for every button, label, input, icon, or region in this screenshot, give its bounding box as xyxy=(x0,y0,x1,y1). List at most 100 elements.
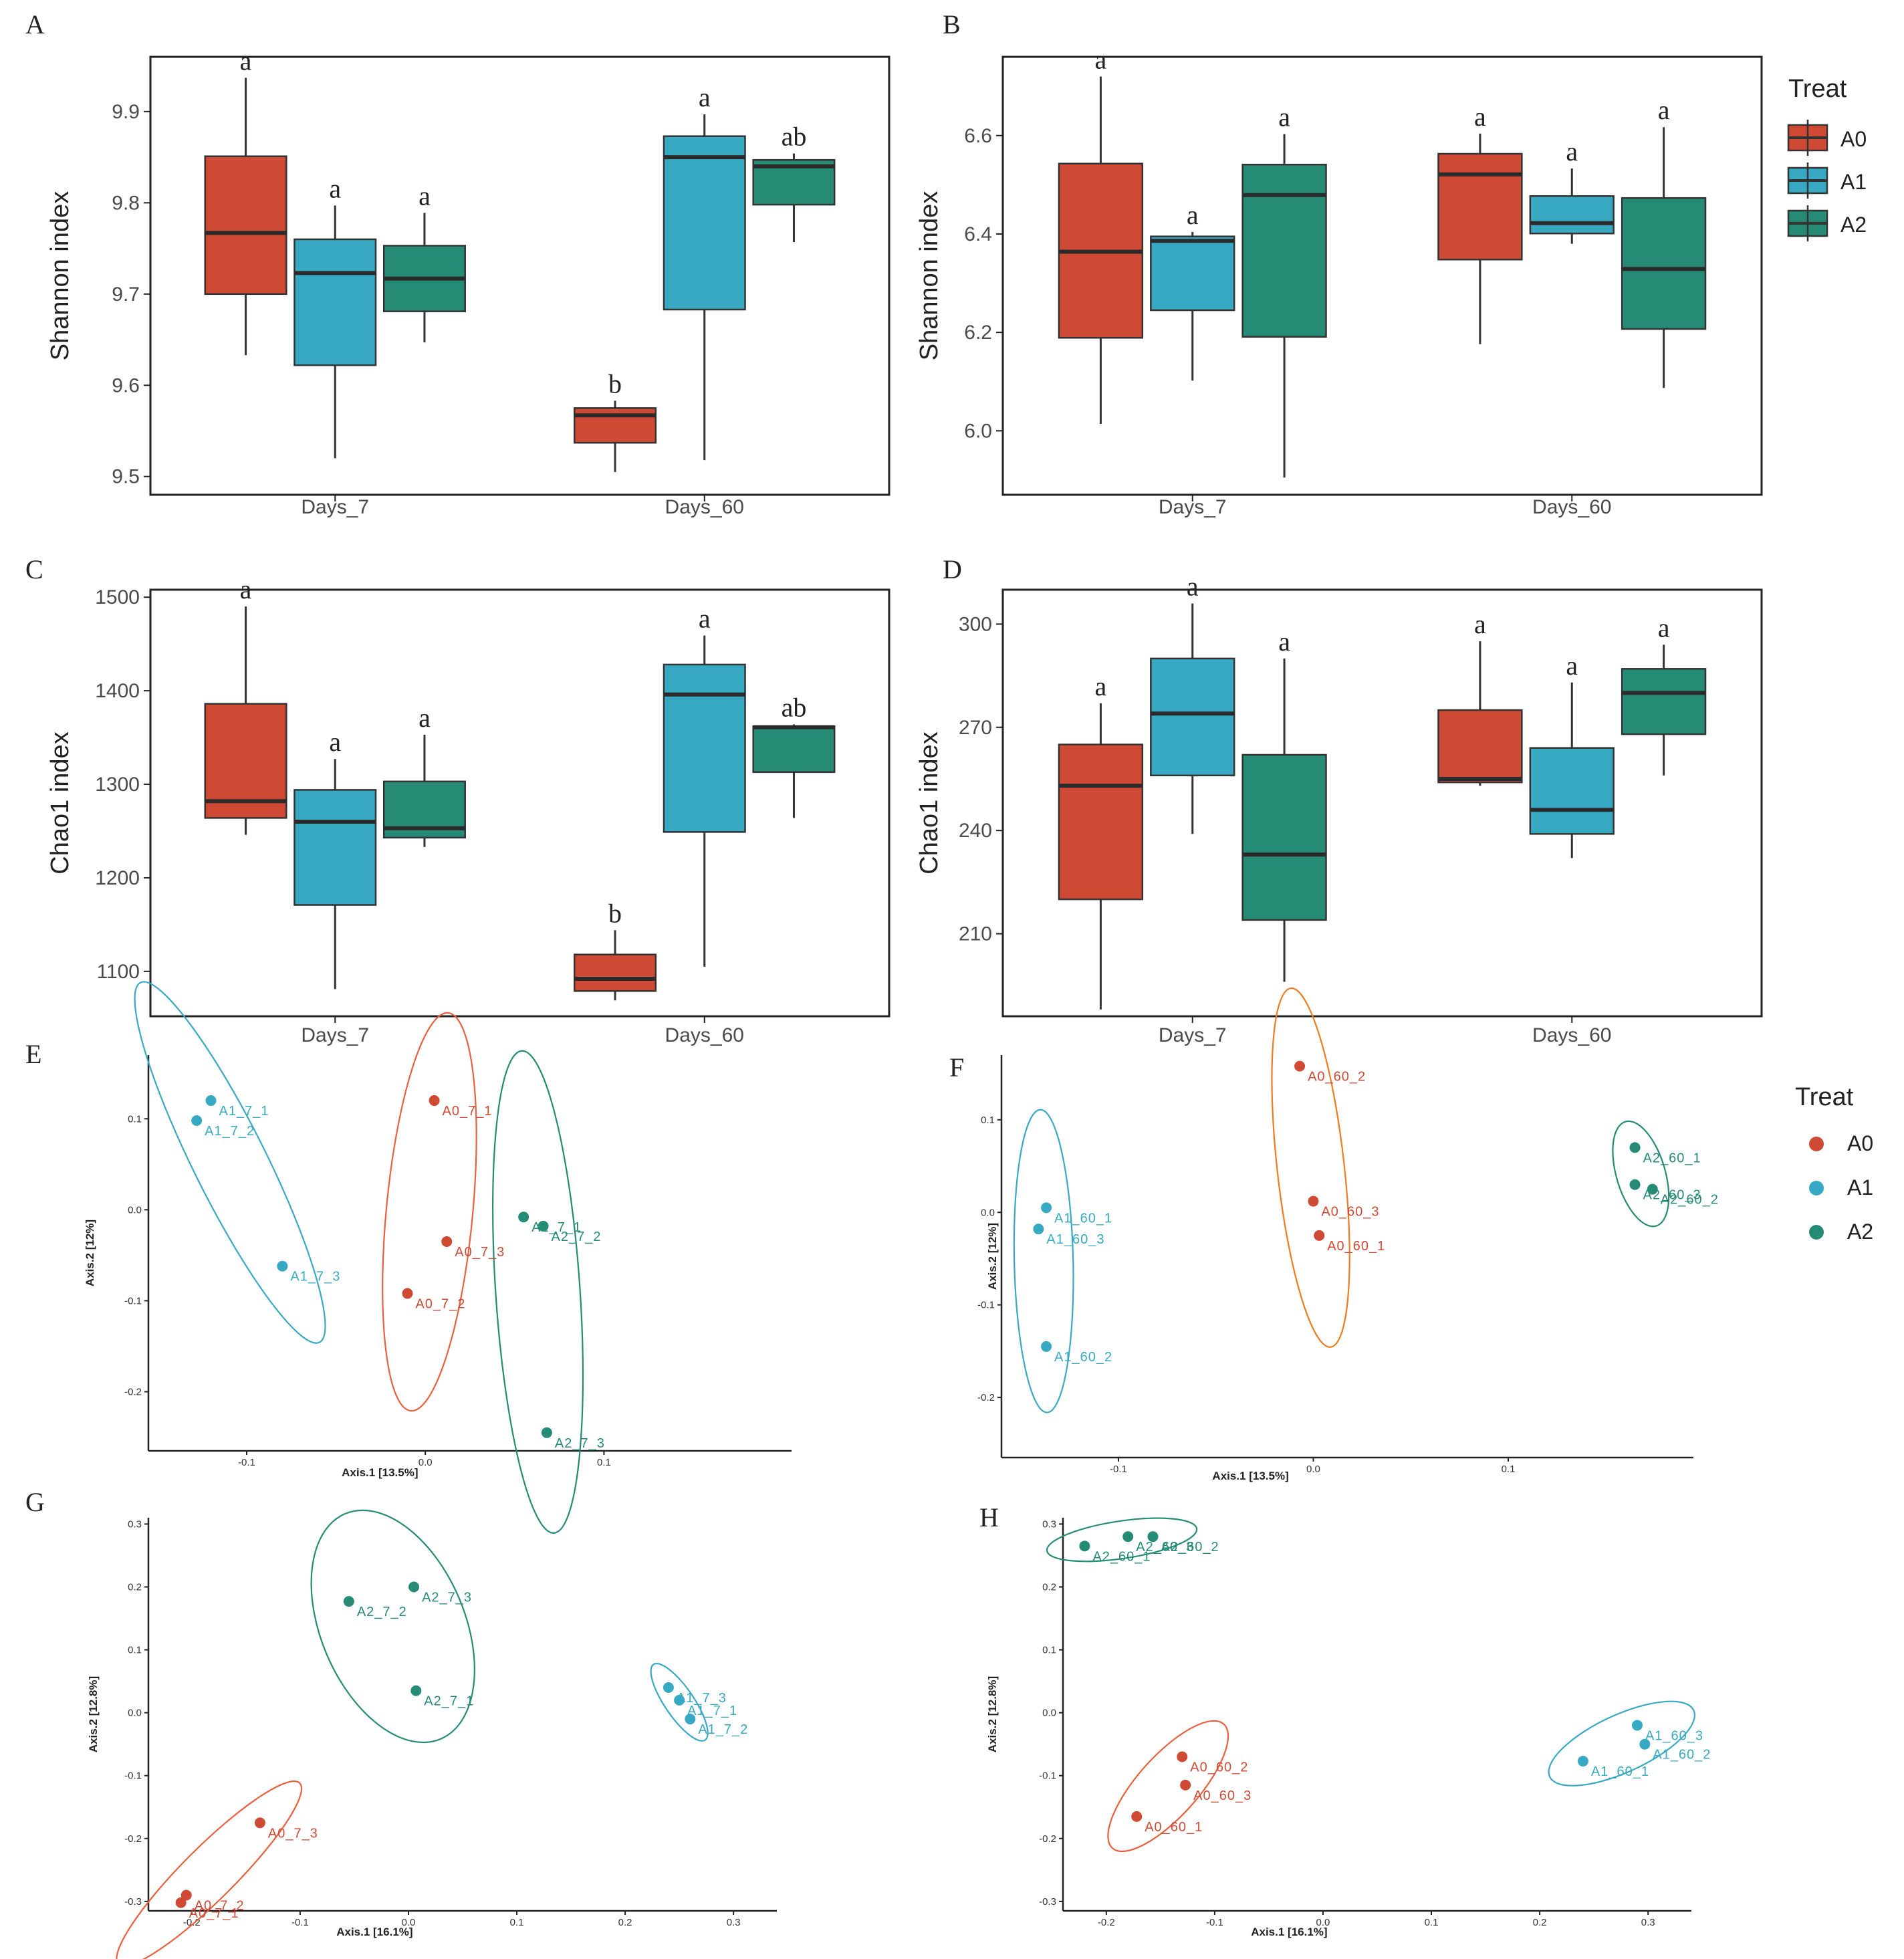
point-A0 xyxy=(1294,1060,1306,1072)
legend-title: Treat xyxy=(1795,1083,1854,1111)
x-tick-label: Days_60 xyxy=(665,1024,744,1046)
point-A0 xyxy=(1180,1779,1191,1791)
significance-letter: a xyxy=(1566,651,1578,681)
point-label: A0_60_2 xyxy=(1308,1070,1366,1084)
significance-letter: a xyxy=(1095,44,1107,74)
ellipse-A0 xyxy=(1271,987,1350,1348)
significance-letter: ab xyxy=(782,122,807,152)
point-A2 xyxy=(538,1220,549,1232)
box-A0 xyxy=(1437,152,1523,261)
legend-label: A1 xyxy=(1847,1175,1873,1199)
legend-label: A0 xyxy=(1840,127,1867,151)
panel-tag: F xyxy=(949,1052,964,1082)
x-tick-label: Days_7 xyxy=(301,1024,369,1046)
box-A1 xyxy=(293,238,377,366)
y-tick-label: 0.2 xyxy=(128,1581,142,1593)
x-tick-label: 0.1 xyxy=(597,1457,611,1468)
point-label: A0_7_1 xyxy=(443,1104,493,1119)
point-label: A0_7_2 xyxy=(195,1898,245,1913)
y-tick-label: -0.2 xyxy=(977,1392,995,1403)
point-label: A1_7_2 xyxy=(205,1124,255,1139)
panel-tag: E xyxy=(25,1039,41,1069)
point-label: A2_7_1 xyxy=(424,1694,474,1709)
point-label: A2_60_3 xyxy=(1136,1540,1194,1554)
panel-tag: D xyxy=(943,554,962,584)
point-label: A1_60_2 xyxy=(1653,1748,1711,1762)
point-A0 xyxy=(181,1889,192,1901)
ellipse-A2 xyxy=(492,1050,584,1534)
y-tick-label: 240 xyxy=(959,820,992,842)
point-A2 xyxy=(1147,1531,1159,1542)
point-label: A0_60_1 xyxy=(1327,1239,1385,1254)
legend-label: A1 xyxy=(1840,170,1867,194)
ellipse-A2 xyxy=(1046,1517,1198,1563)
x-tick-label: 0.1 xyxy=(510,1917,524,1928)
x-tick-label: 0.2 xyxy=(1533,1917,1547,1928)
significance-letter: a xyxy=(1474,609,1486,639)
x-axis-label: Axis.1 [16.1%] xyxy=(336,1926,412,1938)
x-tick-label: 0.1 xyxy=(1425,1917,1439,1928)
y-tick-label: 0.3 xyxy=(128,1518,142,1530)
x-axis-label: Axis.1 [13.5%] xyxy=(1212,1470,1288,1482)
box-A0 xyxy=(204,155,287,296)
point-A1 xyxy=(1639,1738,1651,1750)
y-axis-label: Shannon index xyxy=(915,191,943,361)
y-tick-label: 9.7 xyxy=(112,283,140,306)
significance-letter: a xyxy=(329,173,341,203)
y-tick-label: 9.6 xyxy=(112,374,140,396)
point-label: A2_7_3 xyxy=(555,1436,605,1451)
y-tick-label: 6.2 xyxy=(964,322,992,344)
y-axis-label: Axis.2 [12%] xyxy=(84,1220,96,1286)
box-A1 xyxy=(663,663,746,833)
point-A2 xyxy=(1122,1531,1134,1542)
point-A1 xyxy=(685,1714,696,1725)
point-A2 xyxy=(408,1581,420,1593)
point-label: A2_7_2 xyxy=(552,1230,602,1244)
y-tick-label: 9.8 xyxy=(112,192,140,214)
significance-letter: ab xyxy=(782,692,807,722)
y-tick-label: 6.6 xyxy=(964,125,992,147)
legend-treat-dots: Treat A0 A1 A2 xyxy=(1795,1083,1873,1244)
point-label: A1_60_3 xyxy=(1645,1728,1703,1743)
point-A1 xyxy=(1631,1720,1643,1731)
point-A1 xyxy=(663,1682,674,1694)
box-A1 xyxy=(663,135,746,311)
significance-letter: a xyxy=(1278,102,1290,132)
point-label: A2_60_2 xyxy=(1161,1540,1219,1554)
y-axis-label: Chao1 index xyxy=(915,731,943,874)
point-A1 xyxy=(674,1694,685,1706)
point-A1 xyxy=(1041,1341,1052,1352)
box-A0 xyxy=(1437,709,1523,784)
x-tick-label: -0.2 xyxy=(183,1917,201,1928)
x-tick-label: Days_7 xyxy=(301,496,369,518)
point-label: A1_60_1 xyxy=(1054,1211,1112,1226)
point-label: A0_7_1 xyxy=(189,1906,239,1921)
significance-letter: a xyxy=(699,604,711,634)
significance-letter: b xyxy=(608,368,622,398)
significance-letter: a xyxy=(240,45,252,76)
ellipse-A0 xyxy=(1107,1720,1229,1853)
y-tick-label: 300 xyxy=(959,613,992,635)
point-label: A0_60_1 xyxy=(1145,1820,1203,1835)
point-label: A0_60_2 xyxy=(1190,1760,1248,1775)
plot-frame xyxy=(149,588,890,1018)
ellipse-A1 xyxy=(1548,1700,1695,1787)
point-A2 xyxy=(1079,1540,1090,1552)
panel-tag: H xyxy=(979,1502,999,1532)
point-label: A0_7_2 xyxy=(415,1297,465,1312)
significance-letter: a xyxy=(1474,102,1486,132)
ellipse-A1 xyxy=(1013,1109,1074,1413)
panel-A: A 9.5 9.6 9.7 9.8 9.9 Shannon index Days_7 Days_… xyxy=(25,9,890,518)
y-tick-label: 0.1 xyxy=(128,1645,142,1656)
y-tick-label: 9.5 xyxy=(112,466,140,488)
y-tick-label: 1100 xyxy=(96,961,140,983)
plot-frame xyxy=(149,55,890,496)
box-A1 xyxy=(1150,235,1235,312)
point-label: A1_7_1 xyxy=(687,1704,737,1718)
y-tick-label: 0.1 xyxy=(981,1115,995,1126)
point-A1 xyxy=(1041,1202,1052,1214)
point-A0 xyxy=(1131,1811,1143,1822)
legend-dot-A1 xyxy=(1809,1181,1824,1195)
point-label: A1_60_1 xyxy=(1591,1764,1649,1779)
